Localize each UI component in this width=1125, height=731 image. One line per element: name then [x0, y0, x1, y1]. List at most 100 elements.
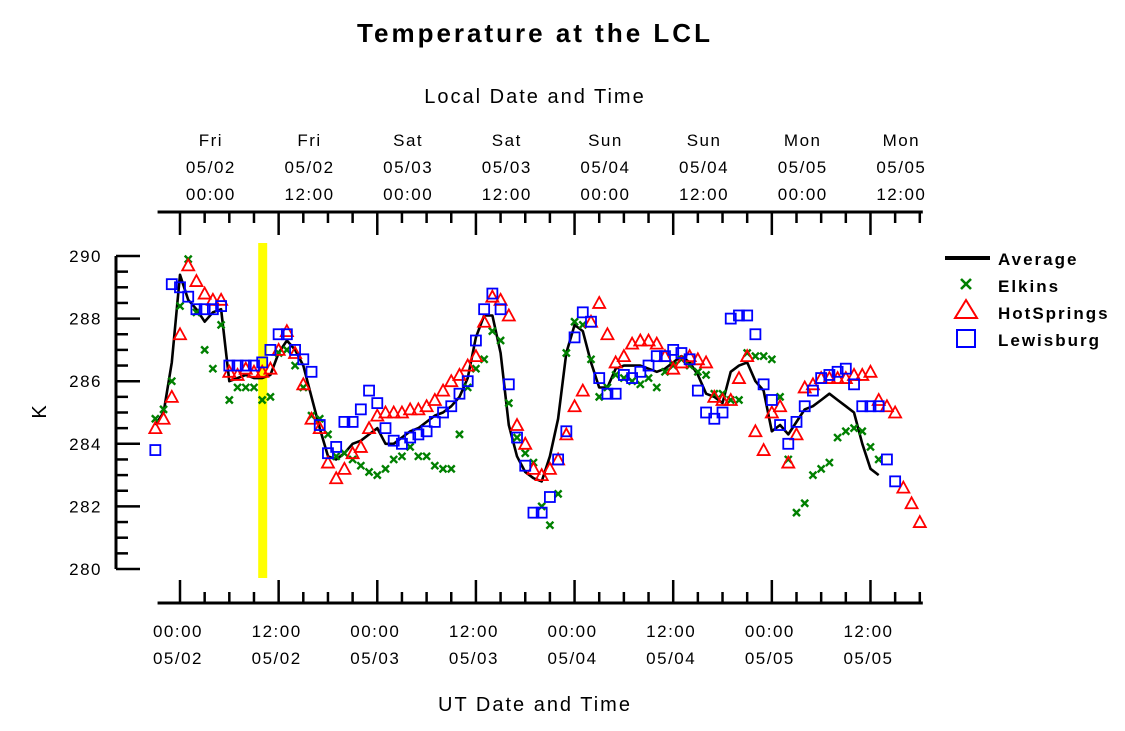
bottom-tick-date: 05/03	[449, 649, 499, 668]
elkins-point	[849, 423, 859, 433]
hotsprings-point	[862, 363, 878, 378]
lewisburg-point	[765, 394, 778, 406]
lewisburg-point	[601, 387, 614, 400]
elkins-point	[488, 326, 497, 336]
elkins-point-stroke	[759, 351, 768, 361]
series-layer	[147, 254, 928, 530]
elkins-point	[233, 383, 242, 392]
elkins-point-stroke	[841, 426, 851, 436]
elkins-point	[857, 426, 867, 436]
hotsprings-point	[723, 392, 739, 406]
lewisburg-point	[511, 431, 523, 444]
elkins-point	[216, 320, 226, 330]
elkins-point	[808, 470, 818, 480]
elkins-point-stroke	[833, 433, 842, 442]
top-tick-time: 00:00	[383, 185, 433, 204]
hotsprings-point	[558, 426, 574, 441]
elkins-point	[512, 433, 522, 442]
top-tick-day: Sat	[393, 131, 423, 150]
highlight-layer	[258, 243, 268, 578]
elkins-point	[356, 461, 366, 471]
hotsprings-point	[336, 460, 352, 475]
bottom-tick-date: 05/03	[350, 649, 400, 668]
elkins-point	[372, 470, 382, 480]
elkins-point-stroke	[216, 320, 226, 330]
hotsprings-point	[304, 410, 320, 425]
lewisburg-point	[445, 400, 458, 413]
elkins-point-stroke	[266, 392, 275, 402]
bottom-tick-date: 05/04	[548, 649, 598, 668]
bottom-tick-time: 12:00	[449, 622, 499, 641]
lewisburg-point	[396, 437, 408, 450]
lewisburg-point	[363, 384, 375, 397]
elkins-point	[693, 367, 703, 377]
legend-hotsprings-swatch	[953, 298, 979, 319]
elkins-point-stroke	[635, 379, 645, 389]
legend-lewisburg-swatch	[956, 329, 976, 348]
hotsprings-point	[698, 354, 714, 369]
lewisburg-point	[675, 347, 688, 359]
legend-elkins-label: Elkins	[998, 277, 1060, 296]
hotsprings-point	[706, 388, 722, 403]
highlight-bar	[258, 243, 268, 578]
lewisburg-point	[568, 331, 581, 344]
elkins-point-stroke	[175, 301, 185, 311]
elkins-point	[381, 464, 390, 474]
hotsprings-point	[287, 345, 303, 359]
lewisburg-point	[856, 400, 869, 413]
lewisburg-point	[428, 415, 441, 428]
bottom-tick-time: 12:00	[646, 622, 696, 641]
lewisburg-point	[313, 419, 326, 431]
lewisburg-point	[733, 309, 745, 322]
elkins-point	[586, 354, 596, 364]
elkins-point-stroke	[520, 448, 530, 458]
bottom-tick-date: 05/04	[646, 649, 696, 668]
elkins-point-stroke	[660, 367, 670, 377]
hotsprings-point	[213, 291, 229, 306]
hotsprings-point	[402, 401, 418, 416]
lewisburg-point	[790, 415, 803, 428]
lewisburg-point	[535, 506, 548, 519]
lewisburg-point	[527, 506, 540, 519]
elkins-point-stroke	[200, 345, 210, 355]
elkins-point	[348, 455, 357, 464]
top-tick-date: 05/04	[580, 158, 630, 177]
elkins-point-stroke	[767, 354, 777, 364]
top-tick-day: Sun	[588, 131, 623, 150]
hotsprings-point	[632, 332, 648, 347]
y-axis-title: K	[29, 403, 51, 418]
elkins-point-stroke	[364, 467, 374, 477]
hotsprings-point	[599, 326, 615, 341]
lewisburg-point	[420, 425, 433, 438]
elkins-point-stroke	[652, 383, 662, 392]
elkins-point	[438, 464, 448, 474]
elkins-point-stroke	[586, 354, 596, 364]
lewisburg-point	[667, 343, 680, 356]
elkins-point	[561, 348, 571, 358]
lewisburg-point	[798, 400, 811, 413]
hotsprings-point	[328, 470, 344, 485]
lewisburg-point	[724, 312, 737, 325]
lewisburg-point	[774, 419, 786, 431]
hotsprings-point	[871, 392, 887, 406]
elkins-point	[833, 433, 842, 442]
y-tick-label: 284	[69, 435, 102, 454]
chart-title: Temperature at the LCL	[357, 18, 713, 48]
elkins-point	[422, 451, 431, 461]
elkins-point-stroke	[496, 336, 505, 345]
elkins-point-stroke	[348, 455, 357, 464]
elkins-point-stroke	[167, 376, 177, 386]
hotsprings-point	[591, 295, 607, 309]
lewisburg-point	[379, 422, 392, 435]
bottom-tick-time: 00:00	[745, 622, 795, 641]
elkins-point-stroke	[849, 423, 859, 433]
lewisburg-point	[387, 434, 400, 447]
lewisburg-point	[782, 437, 795, 450]
bottom-tick-date: 05/05	[843, 649, 893, 668]
bottom-tick-time: 00:00	[153, 622, 203, 641]
elkins-point-stroke	[561, 348, 571, 358]
elkins-point-stroke	[800, 498, 810, 508]
lewisburg-point	[617, 369, 630, 381]
lewisburg-point	[716, 406, 729, 419]
elkins-point-stroke	[356, 461, 366, 471]
